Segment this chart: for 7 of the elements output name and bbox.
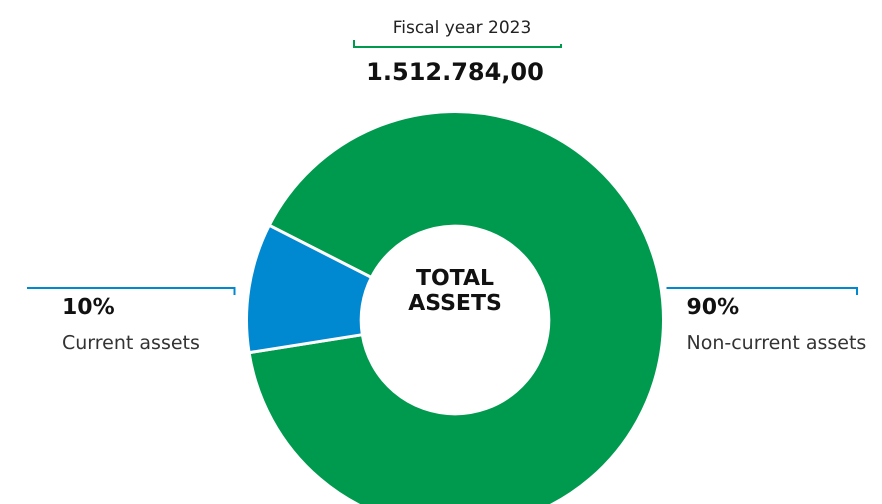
chart-subtitle: 1.512.784,00 xyxy=(366,58,544,86)
chart-title: Fiscal year 2023 xyxy=(392,18,532,38)
slice-label: Current assets xyxy=(62,332,200,354)
data-label: 10% xyxy=(62,295,115,320)
text: TOTAL ASSETS xyxy=(408,266,502,316)
slice-label: Non-current assets xyxy=(686,332,866,354)
data-label: 90% xyxy=(686,295,740,320)
